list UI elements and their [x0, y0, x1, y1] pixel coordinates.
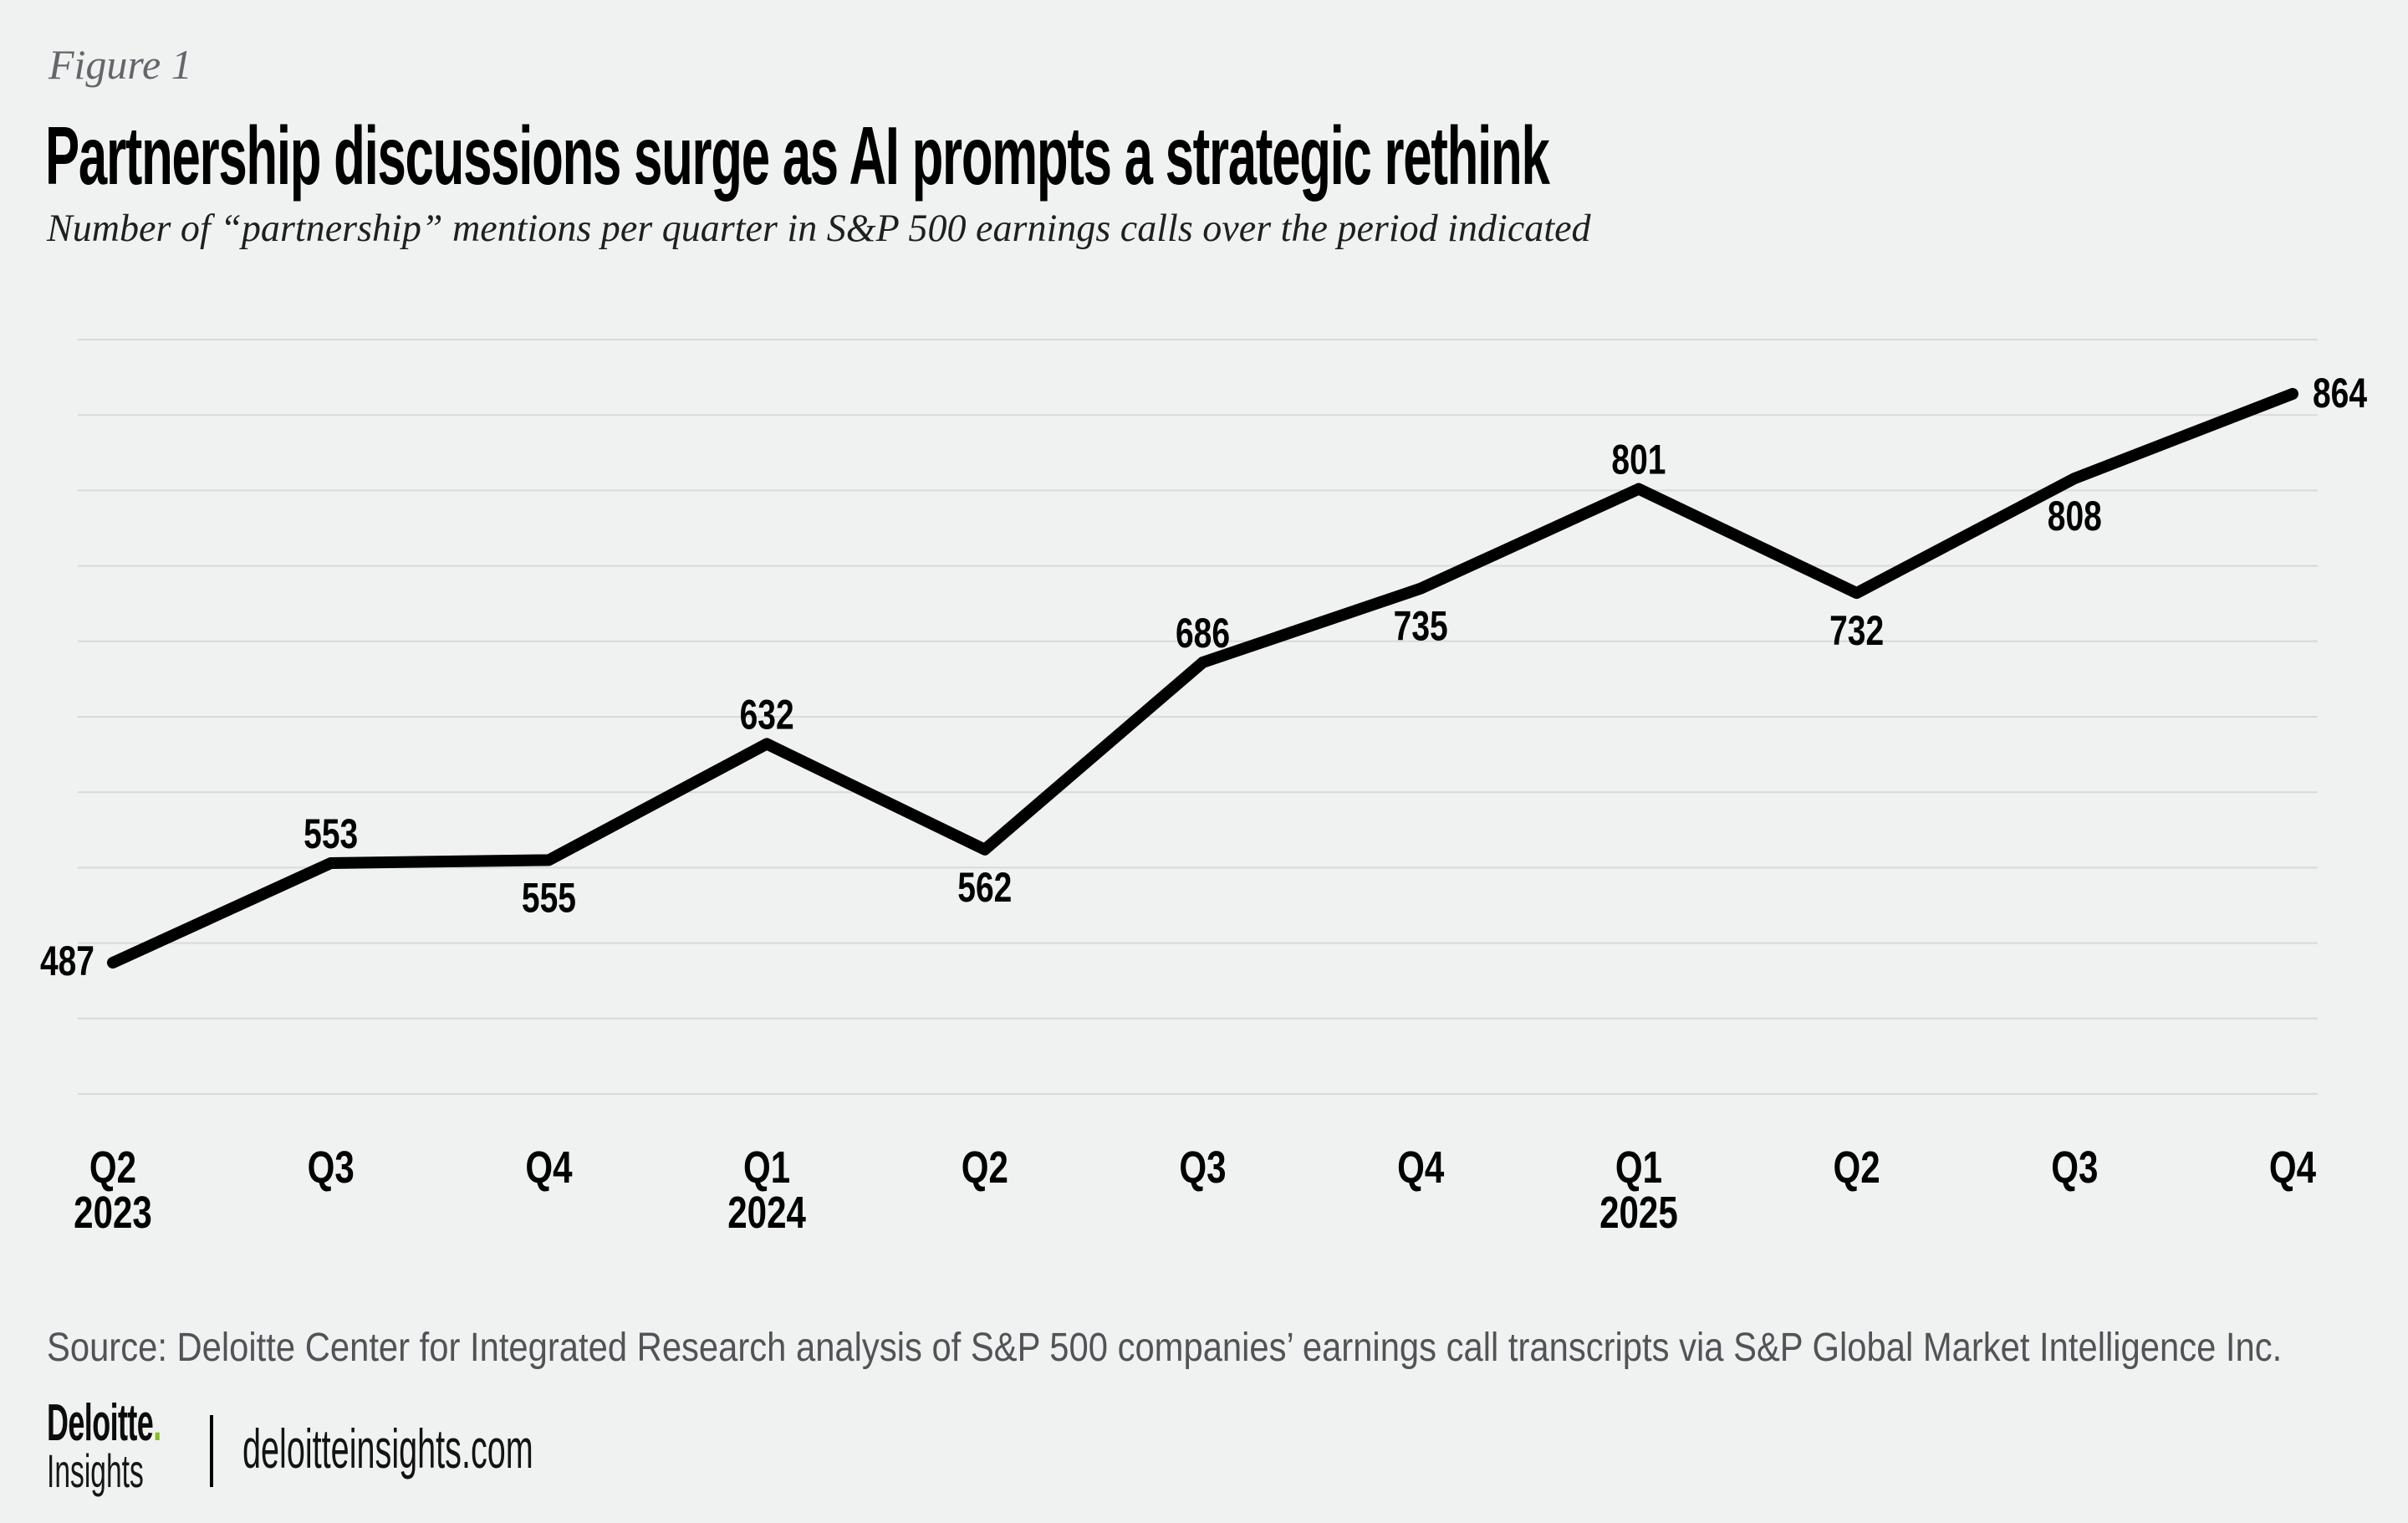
- deloitte-logo: Deloitte.: [47, 1393, 161, 1453]
- svg-text:864: 864: [2313, 369, 2367, 417]
- deloitte-insights-label: Insights: [47, 1444, 144, 1497]
- svg-text:Q3: Q3: [1179, 1142, 1226, 1193]
- svg-text:553: 553: [304, 810, 358, 857]
- svg-text:735: 735: [1394, 602, 1448, 650]
- svg-text:Q1: Q1: [1615, 1142, 1662, 1193]
- svg-text:2023: 2023: [74, 1188, 152, 1238]
- svg-text:801: 801: [1611, 436, 1666, 483]
- svg-text:Q4: Q4: [525, 1142, 572, 1193]
- svg-text:Q4: Q4: [1397, 1142, 1444, 1193]
- site-link: deloitteinsights.com: [242, 1418, 533, 1480]
- svg-text:Q3: Q3: [308, 1142, 355, 1193]
- source-note: Source: Deloitte Center for Integrated R…: [47, 1326, 2283, 1370]
- svg-text:2025: 2025: [1599, 1188, 1678, 1238]
- svg-text:732: 732: [1829, 606, 1884, 654]
- svg-text:686: 686: [1176, 609, 1230, 657]
- svg-text:562: 562: [957, 863, 1012, 911]
- chart-subtitle: Number of “partnership” mentions per qua…: [47, 207, 1591, 250]
- svg-text:2024: 2024: [727, 1188, 806, 1238]
- svg-text:Q2: Q2: [1834, 1142, 1880, 1193]
- svg-text:Q2: Q2: [962, 1142, 1008, 1193]
- deloitte-logo-text: Deloitte: [47, 1394, 154, 1452]
- data-labels: 487 553 555 632 562 686 735 801 732 808 864: [40, 369, 2367, 984]
- figure-label: Figure 1: [48, 41, 192, 88]
- deloitte-green-dot-icon: .: [153, 1394, 161, 1452]
- logo-divider: [210, 1415, 213, 1487]
- svg-text:632: 632: [740, 691, 794, 739]
- svg-text:487: 487: [40, 937, 94, 984]
- series-line: [107, 387, 2298, 969]
- chart-title: Partnership discussions surge as AI prom…: [45, 110, 1550, 202]
- svg-text:Q3: Q3: [2051, 1142, 2098, 1193]
- svg-text:Q1: Q1: [743, 1142, 790, 1193]
- svg-text:Q2: Q2: [89, 1142, 136, 1193]
- svg-text:808: 808: [2048, 492, 2102, 539]
- svg-text:Q4: Q4: [2269, 1142, 2316, 1193]
- gridlines: [78, 339, 2318, 1095]
- svg-text:555: 555: [522, 874, 576, 922]
